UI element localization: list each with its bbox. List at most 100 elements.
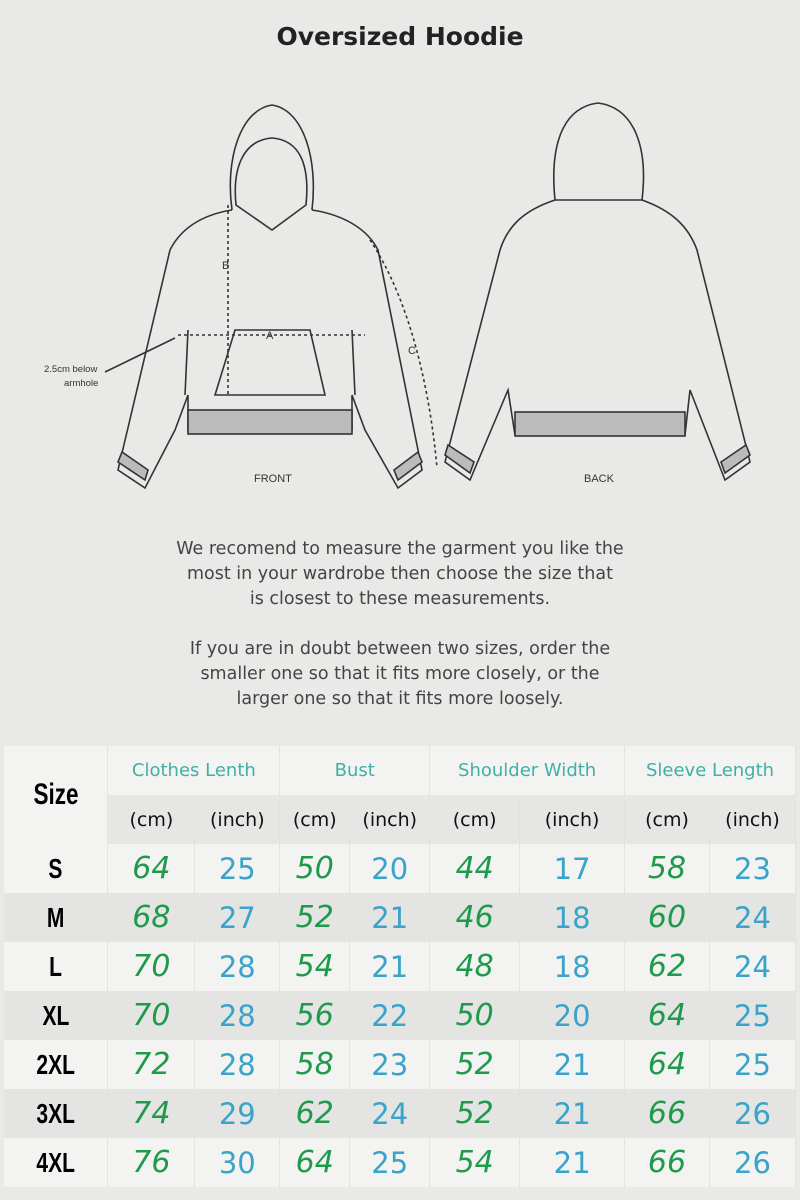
page-title: Oversized Hoodie [276, 22, 524, 51]
size-label: 2XL [36, 1048, 75, 1080]
cm-value: 56 [279, 991, 351, 1040]
unit-header: (cm) [107, 795, 196, 844]
unit-row: (cm) (inch) (cm) (inch) (cm) (inch) (cm) (inch) [4, 795, 797, 844]
size-cell: 2XL [4, 1040, 109, 1089]
cm-value: 66 [624, 1138, 710, 1187]
table-row: 2XL 72 28 58 23 52 21 64 25 [4, 1040, 797, 1089]
size-cell: S [4, 844, 109, 893]
cm-value: 66 [624, 1089, 710, 1138]
inch-value: 20 [349, 844, 431, 893]
inch-value: 24 [709, 893, 797, 942]
size-label: M [46, 901, 65, 933]
advice-paragraph-1: We recomend to measure the garment you l… [0, 537, 800, 612]
column-header: Bust [279, 746, 431, 795]
inch-value: 26 [709, 1089, 797, 1138]
cm-value: 68 [107, 893, 196, 942]
inch-value: 28 [194, 942, 281, 991]
cm-value: 62 [279, 1089, 351, 1138]
cm-value: 62 [624, 942, 710, 991]
cm-value: 64 [279, 1138, 351, 1187]
cm-value: 52 [429, 1089, 521, 1138]
cm-value: 58 [624, 844, 710, 893]
marker-a: A [266, 330, 274, 342]
size-label: XL [42, 999, 70, 1031]
inch-value: 18 [519, 942, 626, 991]
table-row: 4XL 76 30 64 25 54 21 66 26 [4, 1138, 797, 1187]
cm-value: 48 [429, 942, 521, 991]
size-header: Size [4, 746, 109, 844]
advice-line: We recomend to measure the garment you l… [176, 539, 624, 559]
inch-value: 28 [194, 1040, 281, 1089]
unit-header: (inch) [709, 795, 797, 844]
advice-line: larger one so that it fits more loosely. [236, 689, 564, 709]
cm-value: 64 [624, 1040, 710, 1089]
unit-header: (cm) [624, 795, 710, 844]
inch-value: 17 [519, 844, 626, 893]
size-label: 3XL [36, 1097, 75, 1129]
cm-value: 50 [279, 844, 351, 893]
cm-value: 76 [107, 1138, 196, 1187]
marker-b: B [222, 260, 229, 272]
cm-value: 70 [107, 942, 196, 991]
cm-value: 44 [429, 844, 521, 893]
inch-value: 27 [194, 893, 281, 942]
cm-value: 74 [107, 1089, 196, 1138]
cm-value: 64 [624, 991, 710, 1040]
cm-value: 46 [429, 893, 521, 942]
size-cell: 3XL [4, 1089, 109, 1138]
advice-line: is closest to these measurements. [249, 589, 551, 609]
cm-value: 52 [279, 893, 351, 942]
cm-value: 50 [429, 991, 521, 1040]
size-cell: 4XL [4, 1138, 109, 1187]
size-table: Size Clothes Lenth Bust Shoulder Width S… [4, 746, 797, 1187]
advice-paragraph-2: If you are in doubt between two sizes, o… [0, 637, 800, 712]
inch-value: 25 [709, 1040, 797, 1089]
back-label: BACK [584, 473, 615, 485]
inch-value: 21 [349, 893, 431, 942]
size-label: S [48, 852, 63, 884]
unit-header: (inch) [194, 795, 281, 844]
hoodie-front-drawing [104, 104, 438, 490]
inch-value: 20 [519, 991, 626, 1040]
table-row: 3XL 74 29 62 24 52 21 66 26 [4, 1089, 797, 1138]
inch-value: 21 [519, 1040, 626, 1089]
column-header: Shoulder Width [429, 746, 626, 795]
hoodie-diagram: B A C 2.5cm below armhole FRONT BACK [44, 102, 751, 490]
table-row: XL 70 28 56 22 50 20 64 25 [4, 991, 797, 1040]
inch-value: 28 [194, 991, 281, 1040]
advice-line: If you are in doubt between two sizes, o… [189, 639, 611, 659]
inch-value: 18 [519, 893, 626, 942]
marker-c: C [408, 345, 416, 357]
inch-value: 23 [349, 1040, 431, 1089]
unit-header: (inch) [519, 795, 626, 844]
size-label: 4XL [36, 1146, 75, 1178]
size-label: L [49, 950, 63, 982]
measure-note-line2: armhole [64, 378, 98, 389]
inch-value: 25 [709, 991, 797, 1040]
cm-value: 64 [107, 844, 196, 893]
inch-value: 24 [709, 942, 797, 991]
cm-value: 54 [279, 942, 351, 991]
advice-line: smaller one so that it fits more closely… [200, 664, 600, 684]
cm-value: 60 [624, 893, 710, 942]
inch-value: 23 [709, 844, 797, 893]
cm-value: 70 [107, 991, 196, 1040]
header-row: Size Clothes Lenth Bust Shoulder Width S… [4, 746, 796, 844]
front-label: FRONT [254, 473, 292, 485]
column-header: Sleeve Length [624, 746, 796, 795]
table-body: S 64 25 50 20 44 17 58 23 M 68 27 52 21 46 18 60 24 L 70 28 5… [4, 844, 797, 1187]
hoodie-back-drawing [444, 102, 751, 482]
inch-value: 24 [349, 1089, 431, 1138]
inch-value: 21 [519, 1138, 626, 1187]
inch-value: 25 [194, 844, 281, 893]
size-cell: XL [4, 991, 109, 1040]
size-header-label: Size [33, 778, 79, 811]
inch-value: 30 [194, 1138, 281, 1187]
inch-value: 29 [194, 1089, 281, 1138]
size-cell: L [4, 942, 109, 991]
advice-line: most in your wardrobe then choose the si… [187, 564, 613, 584]
inch-value: 26 [709, 1138, 797, 1187]
column-header: Clothes Lenth [107, 746, 281, 795]
table-row: M 68 27 52 21 46 18 60 24 [4, 893, 797, 942]
